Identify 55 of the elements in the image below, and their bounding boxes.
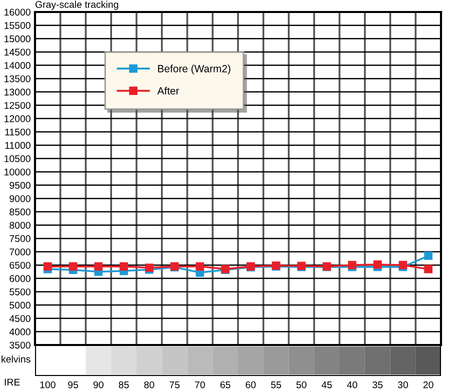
y-tick-label: 4000 xyxy=(9,328,30,336)
x-tick-label: 55 xyxy=(271,381,282,388)
x-tick-label: 85 xyxy=(118,381,129,388)
y-tick-label: 15000 xyxy=(4,35,30,42)
x-tick-label: 100 xyxy=(40,381,56,388)
point xyxy=(94,262,103,271)
point xyxy=(373,260,382,269)
x-tick-label: 20 xyxy=(423,381,434,388)
chart-title: Gray-scale tracking xyxy=(35,0,118,10)
point xyxy=(424,252,432,260)
x-tick-label: 35 xyxy=(372,381,383,388)
y-tick-label: 5000 xyxy=(10,302,30,309)
y-tick-label: 7000 xyxy=(10,248,30,256)
x-tick-label: 70 xyxy=(195,381,205,388)
y-tick-label: 11500 xyxy=(5,128,30,136)
point xyxy=(196,262,204,271)
y-tick-label: 10000 xyxy=(4,168,30,176)
x-tick-label: 40 xyxy=(347,381,358,388)
y-tick-label: 13500 xyxy=(4,75,30,82)
y-tick-label: 5500 xyxy=(10,288,30,296)
y-tick-label: 9500 xyxy=(10,182,30,189)
y-axis-title: kelvins xyxy=(2,355,30,363)
y-tick-label: 8000 xyxy=(10,222,30,229)
y-tick-label: 9000 xyxy=(10,195,30,202)
x-tick-label: 80 xyxy=(144,381,154,388)
point xyxy=(120,262,128,271)
y-tick-label: 6000 xyxy=(10,275,30,282)
x-tick-label: 30 xyxy=(398,381,408,388)
y-tick-label: 4500 xyxy=(9,315,30,322)
y-tick-label: 12500 xyxy=(4,102,30,109)
point xyxy=(424,264,432,274)
legend-label: After xyxy=(157,86,180,95)
x-axis-title: IRE xyxy=(4,378,20,386)
y-tick-label: 14000 xyxy=(4,62,30,69)
point xyxy=(68,262,78,271)
x-tick-label: 60 xyxy=(246,381,256,388)
y-tick-label: 15500 xyxy=(4,22,30,29)
y-tick-label: 12000 xyxy=(4,115,30,122)
y-tick-label: 8500 xyxy=(10,208,30,216)
y-tick-label: 10500 xyxy=(4,155,30,162)
x-tick-label: 65 xyxy=(220,381,230,388)
x-tick-label: 75 xyxy=(170,381,180,388)
y-tick-label: 6500 xyxy=(10,262,30,269)
legend-label: Before (Warm2) xyxy=(158,64,230,74)
y-tick-label: 16000 xyxy=(4,8,30,16)
x-tick-label: 45 xyxy=(322,381,332,388)
x-tick-label: 90 xyxy=(93,381,104,388)
x-tick-label: 95 xyxy=(68,381,78,388)
y-tick-label: 14500 xyxy=(4,48,30,56)
y-tick-label: 11000 xyxy=(5,142,30,149)
x-tick-label: 50 xyxy=(296,381,306,388)
point xyxy=(44,262,52,271)
y-tick-label: 7500 xyxy=(10,235,30,242)
y-tick-label: 13000 xyxy=(4,88,30,96)
y-tick-label: 3500 xyxy=(10,342,30,349)
